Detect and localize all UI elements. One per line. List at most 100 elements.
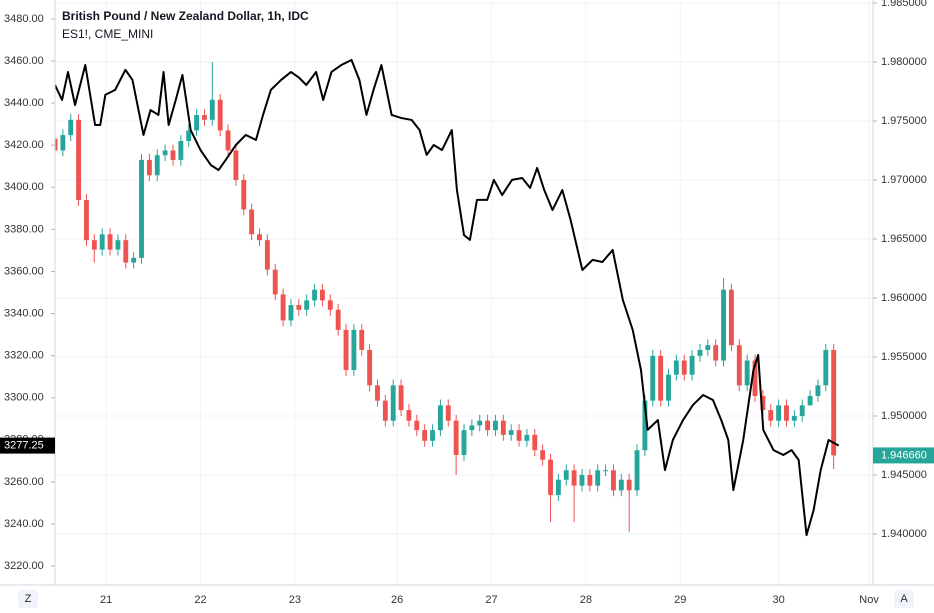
candle-body (548, 459, 553, 496)
y-tick-label: 3480.00 (4, 13, 44, 25)
candle-body (595, 470, 601, 486)
button[interactable] (18, 590, 38, 608)
candle-body (288, 305, 294, 321)
candle-body (784, 405, 789, 421)
candle-body (697, 349, 703, 356)
candle-body (146, 159, 152, 176)
candle-body (241, 179, 247, 210)
candle-body (76, 119, 82, 201)
candle-body (55, 138, 58, 151)
x-tick-label: Nov (859, 594, 879, 606)
candle-body (382, 400, 388, 421)
y2-tick-label: 1.970000 (881, 174, 927, 186)
candle-body (445, 405, 451, 421)
candle-body (611, 470, 616, 491)
candle-body (744, 360, 750, 386)
candle-body (493, 420, 498, 431)
candle-body (650, 355, 656, 401)
candle-body (304, 300, 310, 310)
candle-body (587, 475, 593, 486)
x-tick-label: 29 (674, 594, 686, 606)
candle-body (532, 434, 538, 451)
candle-body (202, 115, 207, 120)
candle-body (225, 130, 231, 151)
y2-tick-label: 1.985000 (881, 0, 927, 9)
button[interactable] (894, 590, 914, 608)
y-tick-label: 3340.00 (4, 307, 44, 319)
candle-body (233, 150, 239, 180)
candle-body (477, 420, 483, 426)
y-tick-label: 3380.00 (4, 223, 44, 235)
y-tick-label: 3400.00 (4, 181, 44, 193)
y-tick-label: 3360.00 (4, 265, 44, 277)
line-series (55, 58, 840, 537)
candle-body (154, 155, 160, 176)
legend-entry: ES1!, CME_MINI (62, 27, 153, 41)
candle-body (807, 395, 813, 406)
candle-body (760, 395, 766, 411)
candle-body (485, 420, 491, 431)
candle-body (469, 425, 475, 431)
y-tick-label: 3300.00 (4, 392, 44, 404)
chart-title: British Pound / New Zealand Dollar, 1h, … (62, 9, 309, 23)
candle-body (540, 450, 546, 460)
candle-body (178, 141, 184, 160)
candle-body (272, 269, 278, 295)
candle-body (264, 240, 270, 270)
candle-body (60, 135, 66, 151)
grid (55, 0, 873, 585)
last-price-box (873, 447, 934, 464)
candle-body (327, 300, 333, 310)
candle-body (728, 289, 734, 346)
button-label[interactable]: A (900, 593, 908, 605)
y-tick-label: 3320.00 (4, 350, 44, 362)
candle-body (249, 209, 255, 235)
y2-tick-label: 1.980000 (881, 56, 927, 68)
x-tick-label: 21 (100, 594, 112, 606)
candle-body (367, 349, 373, 386)
candle-body (375, 385, 380, 401)
candle-body (280, 294, 286, 321)
candle-body (461, 430, 467, 455)
last-price-label: 1.946660 (881, 449, 927, 461)
candle-body (705, 345, 711, 350)
candle-body (799, 405, 805, 417)
candle-body (815, 385, 821, 396)
button-label[interactable]: Z (25, 593, 32, 605)
candle-body (430, 430, 435, 441)
y-tick-label: 3460.00 (4, 55, 44, 67)
last-value-box (0, 437, 55, 454)
candle-body (162, 150, 168, 156)
candle-body (768, 410, 774, 421)
candle-body (406, 410, 412, 421)
y-tick-label: 3240.00 (4, 518, 44, 530)
candle-body (563, 470, 569, 480)
candle-body (68, 119, 74, 136)
x-tick-label: 30 (772, 594, 784, 606)
candle-body (131, 257, 137, 263)
y-tick-label: 3220.00 (4, 560, 44, 572)
candle-body (296, 305, 302, 310)
candle-body (618, 479, 624, 491)
candle-body (823, 349, 829, 386)
candle-body (319, 289, 325, 301)
candle-body (516, 430, 522, 441)
y2-tick-label: 1.975000 (881, 115, 927, 127)
y-tick-label: 3260.00 (4, 476, 44, 488)
candle-body (390, 385, 396, 421)
last-value-label: 3277.25 (4, 439, 44, 451)
candle-body (791, 416, 797, 421)
candle-body (508, 430, 514, 435)
candle-body (194, 115, 200, 131)
candle-body (626, 479, 632, 491)
candle-body (115, 240, 121, 250)
x-tick-label: 26 (391, 594, 403, 606)
candle-body (84, 200, 89, 241)
candle-body (634, 450, 640, 491)
candle-body (107, 234, 113, 250)
candle-body (414, 420, 420, 431)
y2-tick-label: 1.940000 (881, 528, 927, 540)
candle-body (571, 470, 577, 486)
